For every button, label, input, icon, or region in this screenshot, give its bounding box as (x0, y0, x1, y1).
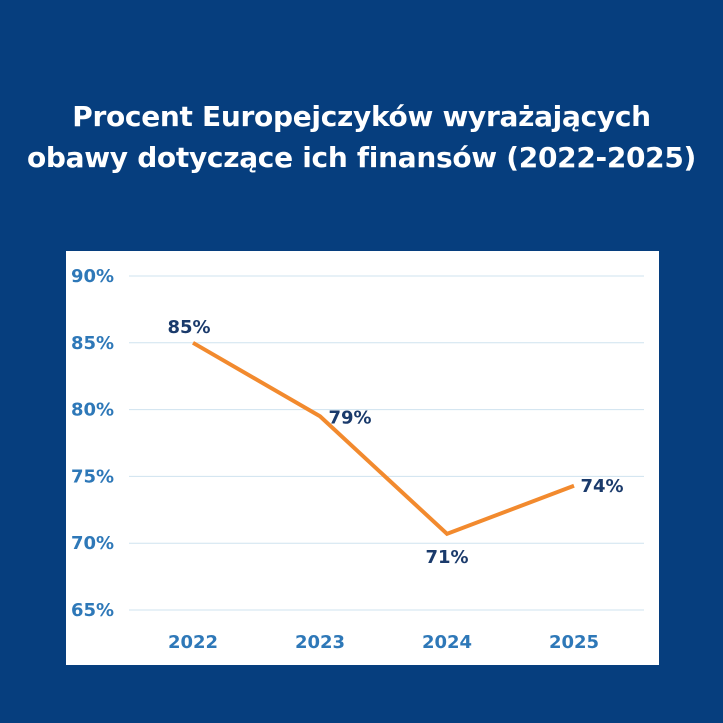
chart-title: Procent Europejczyków wyrażających obawy… (0, 96, 723, 178)
x-tick-label: 2024 (422, 632, 472, 653)
data-label: 85% (167, 317, 210, 338)
chart-panel: 90% 85% 80% 75% 70% 65% 2022 2023 2024 2025 85% 79%… (66, 251, 659, 665)
y-tick-label: 80% (71, 400, 114, 421)
data-label: 71% (425, 547, 468, 568)
x-tick-label: 2022 (168, 632, 218, 653)
series-line (191, 341, 575, 537)
line-chart: 90% 85% 80% 75% 70% 65% 2022 2023 2024 2025 85% 79%… (71, 266, 644, 653)
data-label: 74% (580, 476, 623, 497)
y-tick-label: 70% (71, 533, 114, 554)
data-label: 79% (328, 407, 371, 428)
chart-title-line-2: obawy dotyczące ich finansów (2022-2025) (26, 141, 697, 174)
y-tick-label: 65% (71, 600, 114, 621)
x-tick-label: 2025 (549, 632, 599, 653)
y-tick-label: 75% (71, 466, 114, 487)
chart-title-line-1: Procent Europejczyków wyrażających (72, 100, 651, 133)
y-tick-label: 85% (71, 333, 114, 354)
x-tick-label: 2023 (295, 632, 345, 653)
y-tick-label: 90% (71, 266, 114, 287)
